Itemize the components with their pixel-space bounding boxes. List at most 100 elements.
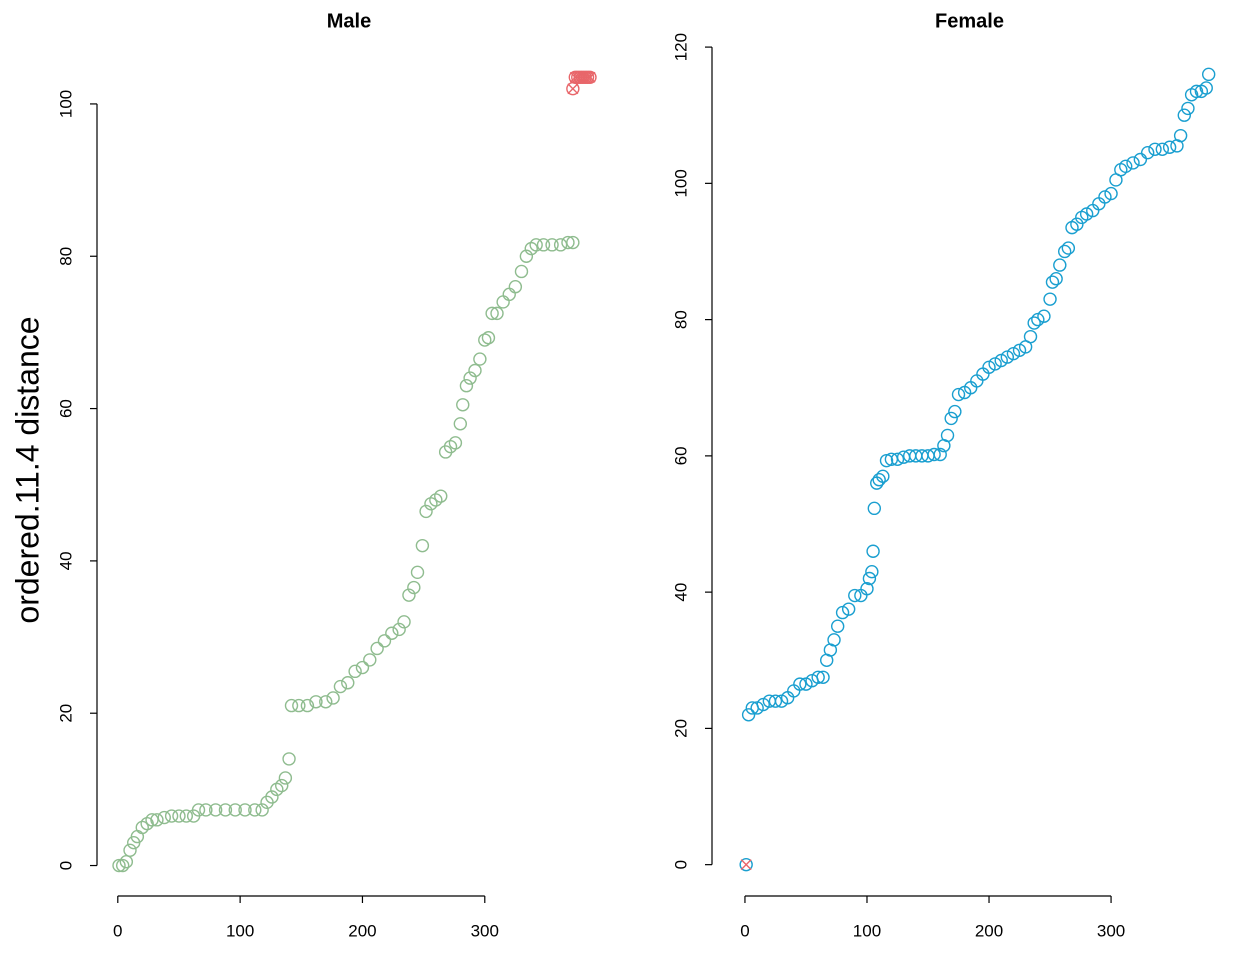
point [529, 238, 543, 252]
point-circle [326, 691, 340, 705]
point-circle [115, 858, 130, 873]
point [265, 790, 279, 804]
point [1043, 292, 1057, 306]
point-circle [319, 695, 333, 709]
point-circle [948, 404, 962, 419]
point [115, 858, 130, 873]
point-circle [385, 626, 399, 640]
point-circle [468, 363, 482, 378]
point-circle [172, 809, 186, 823]
y-tick-label: 40 [56, 551, 75, 570]
point-circle [739, 857, 753, 872]
point [370, 641, 384, 656]
point [448, 436, 463, 450]
point [278, 771, 293, 785]
point-circle [448, 436, 463, 450]
point [811, 670, 825, 684]
y-tick-label: 0 [56, 861, 75, 870]
point-circle [150, 813, 164, 827]
point [793, 677, 807, 691]
point-circle [519, 249, 534, 263]
point [348, 664, 362, 679]
x-tick-label: 100 [853, 921, 881, 940]
point [944, 411, 958, 426]
point-circle [951, 387, 966, 402]
point-circle [1133, 152, 1148, 167]
point [123, 843, 137, 858]
point-circle [1104, 186, 1118, 201]
point-circle [463, 371, 477, 385]
x-tick-label: 200 [348, 921, 376, 940]
point [933, 447, 947, 462]
point-circle [490, 306, 504, 321]
point [561, 235, 575, 250]
point [1037, 309, 1051, 323]
point [1061, 241, 1076, 255]
point-circle [164, 809, 179, 823]
point-circle [561, 235, 575, 250]
point [392, 622, 406, 637]
point-circle [208, 803, 223, 817]
point-circle [508, 280, 523, 294]
point-circle [370, 641, 384, 656]
point-circle [228, 803, 242, 817]
x-tick-label: 300 [1097, 921, 1125, 940]
point-circle [1140, 145, 1155, 160]
point [341, 676, 355, 690]
point-circle [459, 379, 474, 393]
point [865, 564, 879, 579]
point [218, 803, 233, 817]
point [862, 571, 877, 586]
point [1126, 156, 1140, 170]
point [255, 803, 269, 817]
point-circle [363, 653, 377, 667]
point-circle [309, 695, 323, 709]
point [890, 452, 905, 466]
point-cross [740, 859, 752, 871]
point-circle [793, 677, 807, 691]
point [309, 695, 323, 709]
point [508, 280, 523, 294]
point-circle [341, 676, 355, 690]
point [879, 453, 894, 468]
point-circle [179, 809, 194, 823]
point [319, 695, 333, 709]
point [867, 501, 882, 516]
point-circle [284, 698, 299, 713]
point-circle [282, 752, 296, 766]
point [545, 238, 559, 252]
point-circle [191, 803, 206, 817]
y-tick-label: 60 [671, 446, 690, 465]
point-circle [545, 238, 559, 252]
point [566, 235, 580, 250]
point-circle [1126, 156, 1140, 170]
point [848, 588, 862, 603]
point-circle [1155, 142, 1170, 156]
point-circle [275, 778, 289, 793]
point-circle [123, 843, 137, 858]
point-circle [1181, 101, 1195, 116]
point-circle [419, 504, 433, 519]
point [463, 371, 477, 385]
point-circle [397, 615, 411, 629]
point-circle [355, 660, 370, 675]
point-circle [1023, 329, 1038, 344]
point-circle [377, 634, 392, 648]
point-circle [741, 708, 756, 722]
point-circle [514, 264, 529, 279]
point-circle [536, 238, 551, 252]
y-tick-label: 80 [56, 247, 75, 266]
point [402, 588, 416, 602]
point [1189, 84, 1204, 99]
point-circle [872, 473, 886, 487]
point-circle [529, 238, 543, 252]
point-circle [811, 670, 825, 684]
point-circle [456, 398, 470, 412]
point-circle [348, 664, 362, 679]
point [456, 398, 470, 412]
point [768, 694, 783, 708]
point-circle [218, 803, 233, 817]
x-tick-label: 0 [740, 921, 749, 940]
point-circle [553, 238, 568, 252]
